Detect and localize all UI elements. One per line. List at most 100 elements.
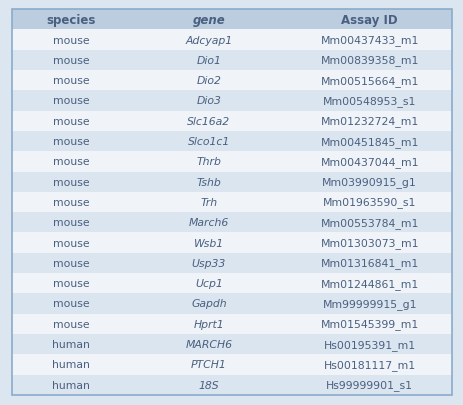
Bar bbox=[131, 10, 287, 30]
Bar bbox=[12, 192, 131, 213]
Bar bbox=[12, 111, 131, 132]
Bar bbox=[12, 213, 131, 233]
Text: human: human bbox=[52, 339, 90, 349]
Text: Mm01316841_m1: Mm01316841_m1 bbox=[320, 258, 418, 269]
Text: gene: gene bbox=[192, 14, 225, 27]
Text: mouse: mouse bbox=[53, 117, 89, 126]
Text: PTCH1: PTCH1 bbox=[191, 360, 226, 369]
Bar bbox=[131, 51, 287, 71]
Bar bbox=[287, 132, 451, 152]
Text: Hs00181117_m1: Hs00181117_m1 bbox=[323, 359, 415, 370]
Text: Slco1c1: Slco1c1 bbox=[188, 137, 230, 147]
Bar bbox=[287, 71, 451, 91]
Bar bbox=[12, 314, 131, 334]
Text: mouse: mouse bbox=[53, 299, 89, 309]
Text: mouse: mouse bbox=[53, 279, 89, 288]
Bar bbox=[287, 354, 451, 375]
Text: Mm99999915_g1: Mm99999915_g1 bbox=[322, 298, 416, 309]
Text: mouse: mouse bbox=[53, 177, 89, 187]
Bar bbox=[287, 10, 451, 30]
Bar bbox=[287, 334, 451, 354]
Bar bbox=[287, 233, 451, 253]
Bar bbox=[131, 314, 287, 334]
Bar bbox=[287, 273, 451, 294]
Text: Mm01303073_m1: Mm01303073_m1 bbox=[320, 238, 418, 248]
Text: MARCH6: MARCH6 bbox=[185, 339, 232, 349]
Text: Mm00451845_m1: Mm00451845_m1 bbox=[320, 136, 418, 147]
Bar bbox=[287, 111, 451, 132]
Text: Dio2: Dio2 bbox=[196, 76, 221, 86]
Bar bbox=[12, 152, 131, 172]
Bar bbox=[131, 91, 287, 111]
Text: human: human bbox=[52, 380, 90, 390]
Bar bbox=[287, 91, 451, 111]
Text: human: human bbox=[52, 360, 90, 369]
Bar bbox=[131, 334, 287, 354]
Text: mouse: mouse bbox=[53, 137, 89, 147]
Bar bbox=[12, 294, 131, 314]
Text: 18S: 18S bbox=[198, 380, 219, 390]
Text: Hs00195391_m1: Hs00195391_m1 bbox=[323, 339, 415, 350]
Text: mouse: mouse bbox=[53, 56, 89, 66]
Text: March6: March6 bbox=[188, 218, 228, 228]
Bar bbox=[12, 334, 131, 354]
Bar bbox=[12, 253, 131, 273]
Bar bbox=[287, 294, 451, 314]
Bar bbox=[131, 111, 287, 132]
Bar bbox=[12, 132, 131, 152]
Bar bbox=[12, 30, 131, 51]
Bar bbox=[12, 233, 131, 253]
Bar bbox=[12, 273, 131, 294]
Bar bbox=[12, 91, 131, 111]
Bar bbox=[12, 354, 131, 375]
Bar bbox=[131, 253, 287, 273]
Bar bbox=[131, 375, 287, 395]
Text: Trh: Trh bbox=[200, 198, 217, 207]
Bar bbox=[131, 132, 287, 152]
Text: Dio3: Dio3 bbox=[196, 96, 221, 106]
Bar bbox=[12, 375, 131, 395]
Bar bbox=[12, 172, 131, 192]
Bar bbox=[131, 213, 287, 233]
Text: species: species bbox=[46, 14, 95, 27]
Text: mouse: mouse bbox=[53, 218, 89, 228]
Text: Adcyap1: Adcyap1 bbox=[185, 36, 232, 45]
Bar bbox=[287, 51, 451, 71]
Text: Tshb: Tshb bbox=[196, 177, 221, 187]
Text: Thrb: Thrb bbox=[196, 157, 221, 167]
Bar bbox=[287, 172, 451, 192]
Bar bbox=[287, 314, 451, 334]
Text: Usp33: Usp33 bbox=[191, 258, 225, 268]
Bar bbox=[287, 30, 451, 51]
Text: Hs99999901_s1: Hs99999901_s1 bbox=[325, 379, 413, 390]
Bar bbox=[131, 152, 287, 172]
Bar bbox=[131, 71, 287, 91]
Bar bbox=[287, 213, 451, 233]
Text: Slc16a2: Slc16a2 bbox=[187, 117, 230, 126]
Text: mouse: mouse bbox=[53, 198, 89, 207]
Bar bbox=[287, 192, 451, 213]
Text: Mm00548953_s1: Mm00548953_s1 bbox=[322, 96, 415, 107]
Text: Mm01963590_s1: Mm01963590_s1 bbox=[322, 197, 415, 208]
Bar bbox=[287, 375, 451, 395]
Bar bbox=[131, 294, 287, 314]
Text: Mm00437433_m1: Mm00437433_m1 bbox=[320, 35, 418, 46]
Bar bbox=[131, 354, 287, 375]
Bar bbox=[287, 253, 451, 273]
Text: Mm01232724_m1: Mm01232724_m1 bbox=[320, 116, 418, 127]
Text: mouse: mouse bbox=[53, 157, 89, 167]
Text: Mm00553784_m1: Mm00553784_m1 bbox=[320, 217, 418, 228]
Text: Mm00515664_m1: Mm00515664_m1 bbox=[320, 76, 418, 86]
Bar bbox=[131, 172, 287, 192]
Text: mouse: mouse bbox=[53, 36, 89, 45]
Bar bbox=[131, 30, 287, 51]
Bar bbox=[131, 233, 287, 253]
Text: Mm03990915_g1: Mm03990915_g1 bbox=[322, 177, 416, 188]
Text: Ucp1: Ucp1 bbox=[194, 279, 222, 288]
Text: Wsb1: Wsb1 bbox=[194, 238, 224, 248]
Text: Assay ID: Assay ID bbox=[341, 14, 397, 27]
Text: mouse: mouse bbox=[53, 258, 89, 268]
Text: Mm00839358_m1: Mm00839358_m1 bbox=[320, 55, 418, 66]
Bar bbox=[12, 10, 131, 30]
Text: mouse: mouse bbox=[53, 76, 89, 86]
